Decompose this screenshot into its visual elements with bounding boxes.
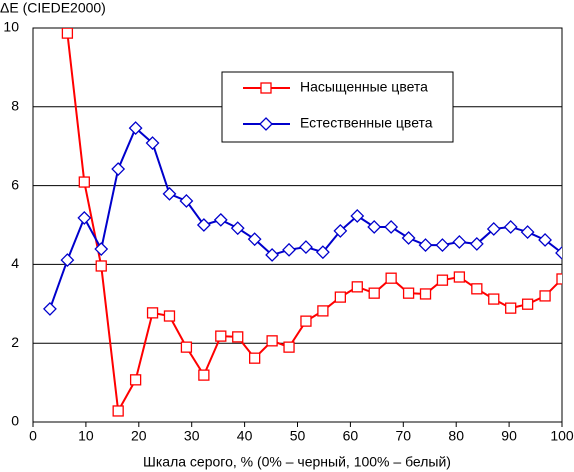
x-tick-label: 50 [290, 428, 306, 444]
data-point [538, 233, 552, 247]
data-point [453, 271, 466, 283]
data-point [556, 273, 562, 285]
data-point [215, 330, 227, 342]
data-point [232, 331, 244, 343]
data-point [78, 176, 90, 188]
plot-area [43, 28, 562, 417]
data-point [471, 283, 483, 295]
data-point [249, 352, 261, 364]
data-point [452, 235, 467, 249]
data-point [198, 369, 210, 381]
y-tick-label: 10 [3, 19, 19, 35]
data-point [486, 222, 501, 236]
data-point [60, 253, 75, 267]
data-point [247, 232, 262, 247]
data-point [368, 287, 380, 299]
legend-label: Естественные цвета [300, 115, 433, 131]
data-point [402, 287, 415, 299]
data-point [61, 28, 74, 39]
data-point [163, 310, 176, 322]
y-tick-label: 6 [11, 176, 19, 192]
data-point [162, 186, 177, 201]
data-point [146, 307, 159, 319]
data-point [350, 209, 365, 223]
x-tick-label: 30 [184, 428, 200, 444]
data-point [419, 288, 432, 300]
data-point [505, 302, 517, 314]
data-point [128, 121, 143, 135]
series-line [48, 126, 562, 310]
data-point [351, 281, 363, 293]
x-tick-label: 20 [131, 428, 147, 444]
legend-label: Насыщенные цвета [300, 79, 428, 95]
data-point [94, 242, 109, 256]
data-point [299, 240, 313, 254]
y-tick-label: 4 [11, 255, 19, 271]
x-tick-label: 40 [237, 428, 253, 444]
data-point [95, 260, 107, 272]
data-point [469, 236, 484, 251]
data-point [315, 245, 330, 260]
data-point [180, 341, 193, 353]
data-point [111, 162, 126, 176]
x-tick-label: 90 [501, 428, 517, 444]
x-tick-label: 70 [396, 428, 412, 444]
data-point [521, 298, 534, 310]
legend-marker [259, 117, 273, 131]
x-tick-label: 0 [29, 428, 37, 444]
y-axis-label: ΔE (CIEDE2000) [0, 0, 106, 16]
data-point [43, 302, 57, 316]
data-point [520, 225, 535, 240]
data-point [196, 218, 211, 232]
data-point [418, 238, 433, 253]
x-tick-label: 60 [343, 428, 359, 444]
data-point [129, 374, 142, 386]
data-point [282, 242, 296, 257]
data-point [77, 210, 92, 225]
y-tick-label: 2 [11, 334, 19, 350]
data-point [503, 220, 518, 234]
plot-frame [32, 27, 563, 423]
legend-marker [260, 82, 272, 94]
data-point [145, 136, 160, 150]
data-point [385, 272, 397, 284]
data-point [539, 290, 551, 302]
data-point [112, 405, 124, 417]
data-point [213, 212, 228, 227]
data-point [317, 305, 329, 317]
x-axis-label: Шкала серого, % (0% – черный, 100% – бел… [143, 454, 451, 470]
data-point [384, 220, 399, 234]
data-point [436, 274, 449, 286]
data-point [230, 221, 245, 236]
data-point [555, 246, 562, 260]
data-point [179, 194, 194, 208]
data-point [300, 315, 312, 327]
data-point [266, 335, 278, 347]
data-point [283, 341, 295, 353]
x-tick-label: 80 [448, 428, 464, 444]
data-point [334, 291, 346, 303]
data-point [488, 293, 500, 305]
data-point [333, 223, 348, 238]
data-point [367, 220, 382, 234]
x-tick-label: 10 [78, 428, 94, 444]
x-tick-label: 100 [550, 428, 574, 444]
y-tick-label: 8 [11, 98, 19, 114]
y-tick-label: 0 [11, 413, 19, 429]
data-point [401, 231, 416, 245]
data-point [265, 248, 280, 262]
data-point [435, 238, 450, 253]
